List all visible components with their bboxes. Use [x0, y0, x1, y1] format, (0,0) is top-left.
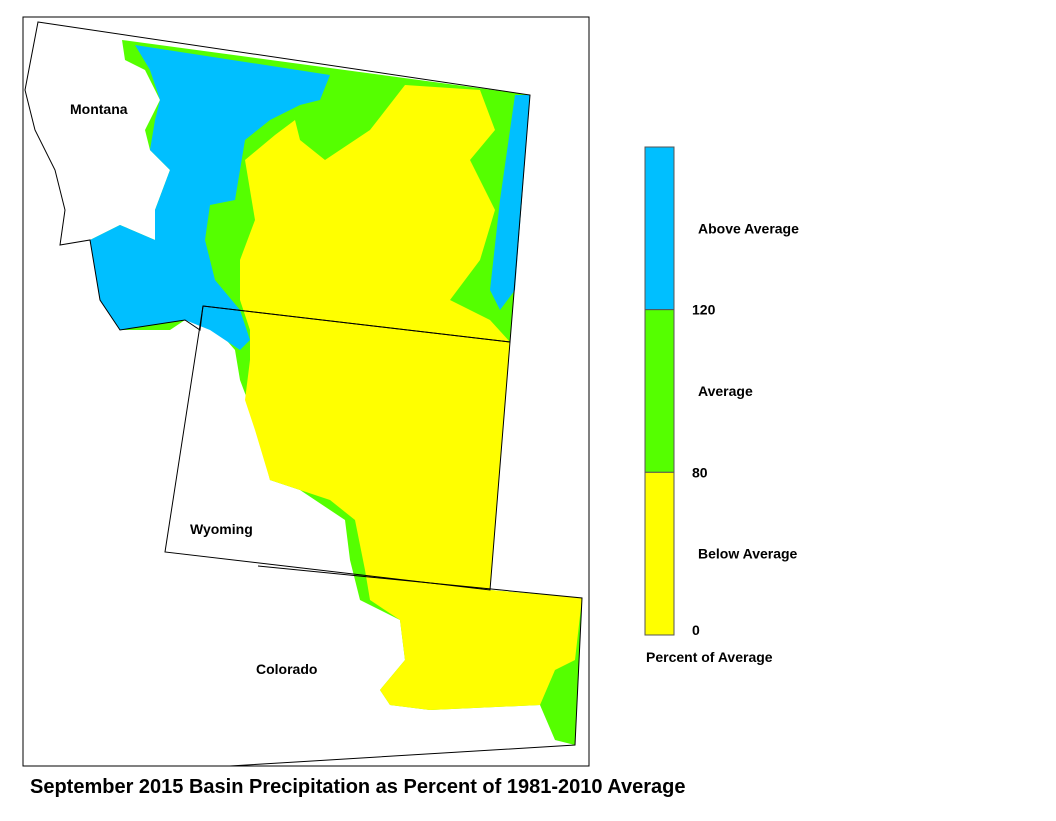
legend-label: Average	[698, 383, 753, 399]
legend-swatch	[644, 146, 675, 311]
state-label: Wyoming	[190, 521, 253, 537]
map-title: September 2015 Basin Precipitation as Pe…	[30, 776, 686, 798]
above-average-area	[90, 45, 530, 350]
legend-swatch	[644, 309, 675, 473]
legend-tick-label: 0	[692, 622, 700, 638]
state-boundaries	[24, 21, 583, 767]
wyoming-boundary	[164, 305, 511, 591]
below-average-area	[240, 85, 582, 710]
state-label: Colorado	[256, 661, 317, 677]
legend-tick-label: 80	[692, 464, 708, 480]
colorado-boundary	[229, 565, 583, 767]
basin-areas	[90, 40, 582, 745]
legend-label: Above Average	[698, 220, 799, 236]
legend-title: Percent of Average	[646, 649, 773, 665]
legend-swatch	[644, 471, 675, 636]
state-label: Montana	[70, 101, 128, 117]
legend-tick-label: 120	[692, 302, 716, 318]
legend: Above Average Average Below Average 120 80 0	[644, 146, 799, 638]
legend-label: Below Average	[698, 546, 798, 562]
